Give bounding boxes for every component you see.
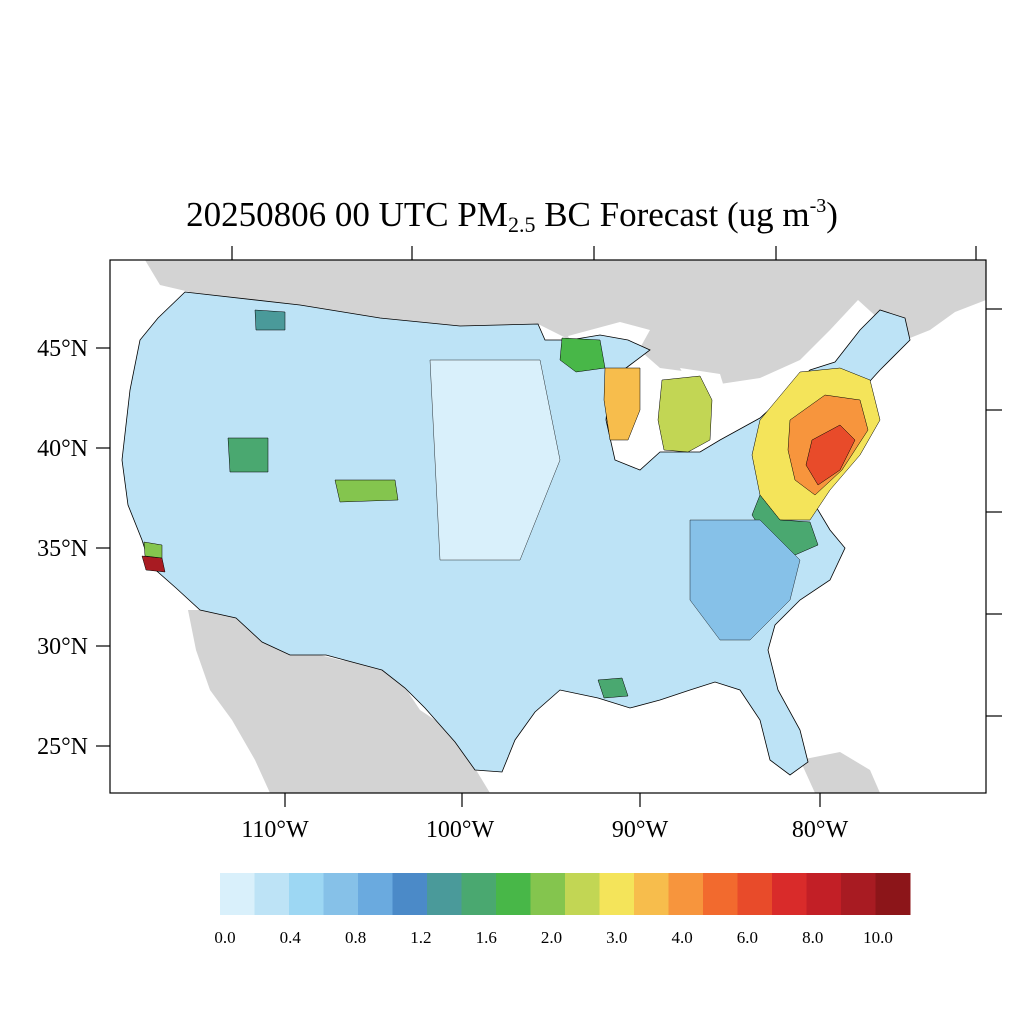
mexico-landmass [188,610,490,793]
colorbar-tick-label: 0.8 [344,928,367,947]
colorbar-tick-label: 2.0 [540,928,563,947]
plains-light-zone [429,359,561,561]
colorbar-swatch [530,873,566,915]
colorbar-swatch [772,873,807,915]
lon-label-110w: 110°W [241,817,309,843]
colorbar-swatch [599,873,635,915]
louisiana-green-zone [597,677,629,699]
colorbar-swatch [737,873,773,915]
wyoming-teal-zone [227,437,269,473]
colorbar-swatch [392,873,428,915]
map-frame [109,259,987,794]
lat-label-35: 35°N [37,536,88,562]
colorbar-swatch [703,873,738,915]
colorbar-swatch [841,873,876,915]
colorbar-tick-label: 1.6 [475,928,497,947]
lat-label-30: 30°N [37,634,88,660]
colorado-green-zone [334,479,399,503]
lat-label-45: 45°N [37,336,88,362]
southeast-blue-zone [689,519,801,641]
colorbar-swatch [427,873,462,915]
colorbar-swatch [565,873,600,915]
montana-teal-zone [254,309,286,331]
colorbar-swatch [461,873,497,915]
colorbar-swatch [806,873,842,915]
colorbar-swatch [358,873,393,915]
lon-label-80w: 80°W [791,817,849,843]
axis-ticks [96,246,1002,807]
colorbar-swatch [254,873,290,915]
lat-label-25: 25°N [37,734,88,760]
canada-landmass [145,260,986,384]
colorbar-swatch [289,873,324,915]
chart-title: 20250806 00 UTC PM2.5 BC Forecast (ug m-… [186,195,838,237]
colorbar [220,873,911,915]
cuba-landmass [800,752,880,793]
colorbar-swatch [323,873,359,915]
upper-midwest-green-zone [559,337,606,373]
colorbar-swatch [668,873,704,915]
colorbar-tick-label: 1.2 [410,928,432,947]
colorbar-tick-label: 6.0 [736,928,759,947]
colorbar-tick-label: 3.0 [606,928,628,947]
colorbar-tick-label: 10.0 [863,928,893,947]
colorbar-tick-label: 0.0 [214,928,236,947]
michigan-yellow-zone [657,375,713,453]
wisconsin-orange-zone [603,367,641,441]
socal-green-zone [143,541,163,559]
colorbar-swatch [634,873,669,915]
colorbar-swatch [220,873,255,915]
colorbar-swatch [875,873,911,915]
lon-label-90w: 90°W [611,817,669,843]
colorbar-tick-label: 0.4 [279,928,301,947]
lon-label-100w: 100°W [425,817,495,843]
colorbar-tick-label: 4.0 [671,928,693,947]
lat-label-40: 40°N [37,436,88,462]
northeast-red-zone [805,424,856,486]
colorbar-swatch [496,873,531,915]
colorbar-tick-label: 8.0 [802,928,824,947]
